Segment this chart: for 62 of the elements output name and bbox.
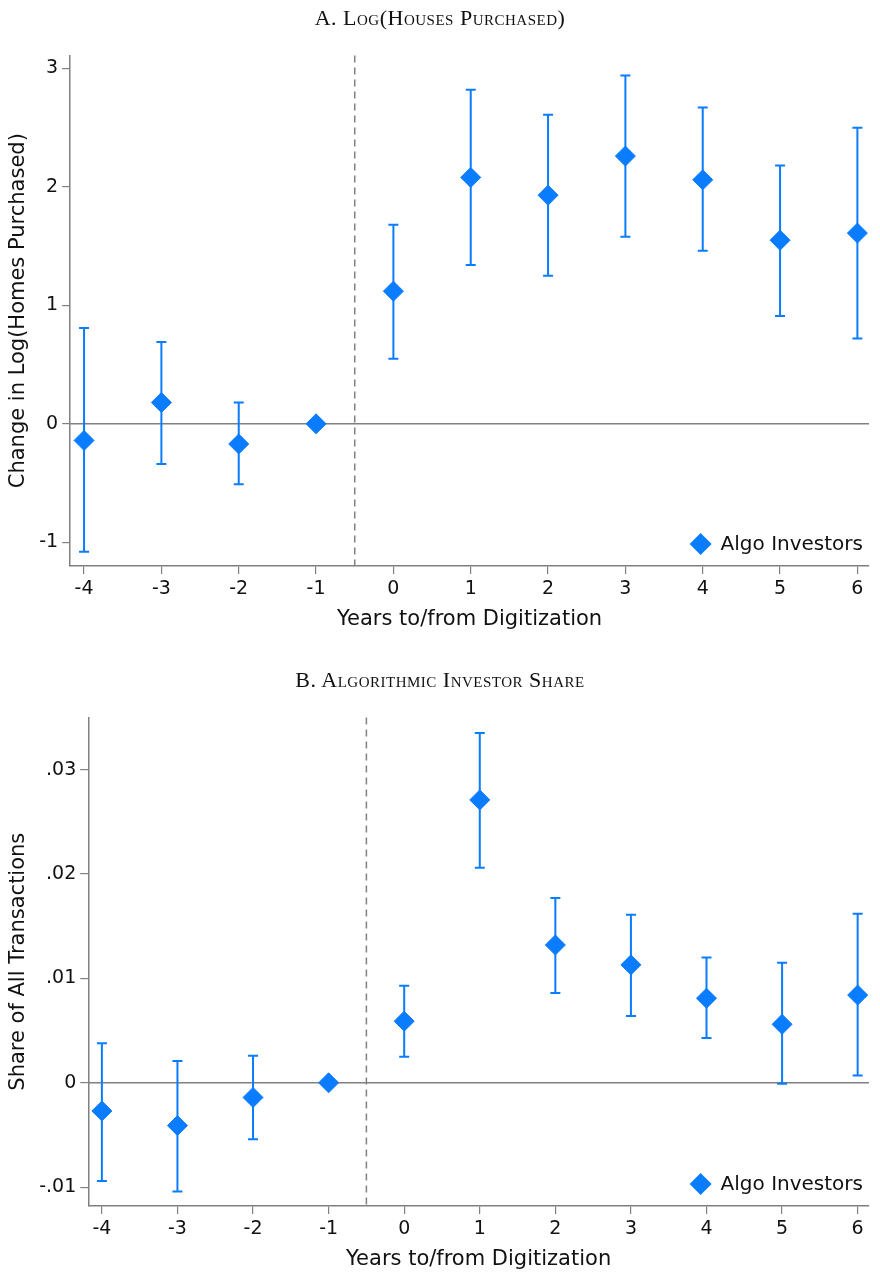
- point: [382, 280, 404, 302]
- x-tick-label: 4: [700, 1216, 713, 1239]
- y-axis-title: Share of All Transactions: [5, 832, 30, 1091]
- point: [305, 413, 327, 435]
- point: [91, 1100, 113, 1122]
- x-tick-label: 6: [851, 576, 864, 599]
- y-tick-label: .03: [46, 756, 77, 779]
- x-tick-label: -1: [306, 576, 326, 599]
- point: [460, 166, 482, 188]
- chart-title: A. Log(Houses Purchased): [313, 4, 567, 32]
- x-tick-label: 2: [542, 576, 555, 599]
- x-tick-label: 0: [387, 576, 400, 599]
- x-tick-label: 2: [549, 1216, 562, 1239]
- x-tick-label: 1: [473, 1216, 486, 1239]
- x-tick-label: 3: [619, 576, 632, 599]
- x-axis-title: Years to/from Digitization: [345, 1245, 612, 1270]
- legend-label: Algo Investors: [720, 531, 864, 556]
- x-tick-label: 3: [624, 1216, 637, 1239]
- x-tick-label: 5: [776, 1216, 789, 1239]
- legend-label: Algo Investors: [720, 1171, 864, 1196]
- point: [242, 1086, 264, 1108]
- x-tick-label: 0: [398, 1216, 411, 1239]
- x-tick-label: -2: [243, 1216, 263, 1239]
- point: [150, 392, 172, 414]
- point: [73, 429, 95, 451]
- x-tick-label: -1: [319, 1216, 339, 1239]
- y-tick-label: 2: [46, 173, 59, 196]
- point: [620, 954, 642, 976]
- x-tick-label: -4: [74, 576, 94, 599]
- point: [769, 229, 791, 251]
- y-tick-label: -.01: [39, 1174, 77, 1197]
- point: [393, 1010, 415, 1032]
- y-tick-label: .01: [46, 965, 77, 988]
- y-tick-label: 0: [64, 1069, 77, 1092]
- x-tick-label: -3: [167, 1216, 187, 1239]
- y-tick-label: 0: [46, 410, 59, 433]
- x-tick-label: -2: [229, 576, 249, 599]
- point: [692, 169, 714, 191]
- y-tick-label: .02: [46, 860, 77, 883]
- point: [614, 145, 636, 167]
- x-tick-label: 1: [464, 576, 477, 599]
- y-tick-label: -1: [39, 529, 59, 552]
- y-tick-label: 1: [46, 292, 59, 315]
- point: [771, 1013, 793, 1035]
- point: [544, 934, 566, 956]
- x-tick-label: -4: [92, 1216, 112, 1239]
- y-axis-title: Change in Log(Homes Purchased): [5, 133, 30, 489]
- point: [166, 1115, 188, 1137]
- point: [318, 1072, 340, 1094]
- point: [228, 433, 250, 455]
- point: [696, 987, 718, 1009]
- x-tick-label: 6: [851, 1216, 864, 1239]
- chart-title: B. Algorithmic Investor Share: [294, 666, 586, 694]
- point: [847, 984, 869, 1006]
- x-tick-label: -3: [151, 576, 171, 599]
- point: [537, 184, 559, 206]
- y-tick-label: 3: [46, 55, 59, 78]
- x-tick-label: 5: [774, 576, 787, 599]
- x-tick-label: 4: [696, 576, 709, 599]
- x-axis-title: Years to/from Digitization: [336, 605, 603, 630]
- point: [846, 222, 868, 244]
- point: [469, 789, 491, 811]
